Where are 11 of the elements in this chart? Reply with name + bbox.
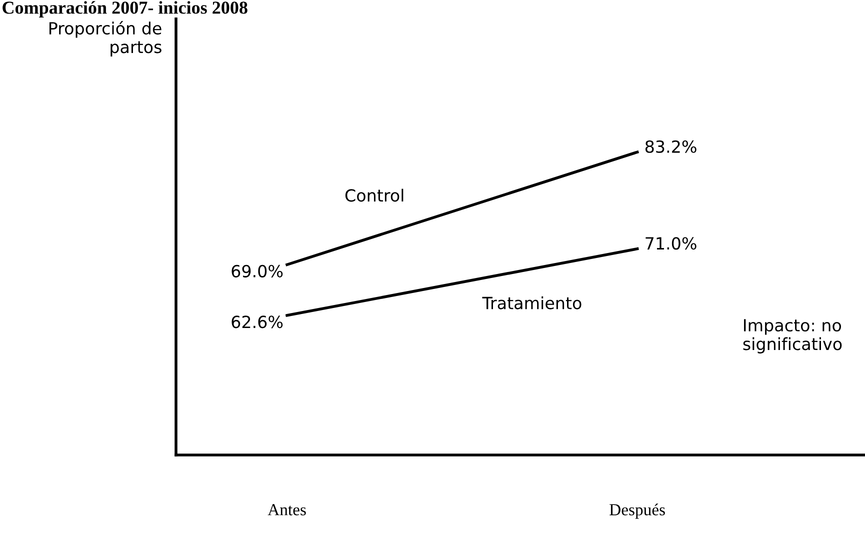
series-label: Control: [345, 188, 404, 202]
series-label: Tratamiento: [482, 296, 582, 310]
annotation: Impacto: no significativo: [743, 319, 842, 354]
x-tick-label: Después: [610, 504, 665, 519]
chart-title: Comparación 2007- inicios 2008: [2, 1, 248, 18]
data-label: 71.0%: [646, 237, 696, 250]
data-label: 69.0%: [232, 264, 283, 278]
data-label: 62.6%: [232, 316, 283, 328]
data-label: 83.2%: [645, 140, 696, 153]
x-tick-label: Antes: [268, 504, 306, 516]
y-axis-title: Proporción de partos: [49, 21, 162, 56]
